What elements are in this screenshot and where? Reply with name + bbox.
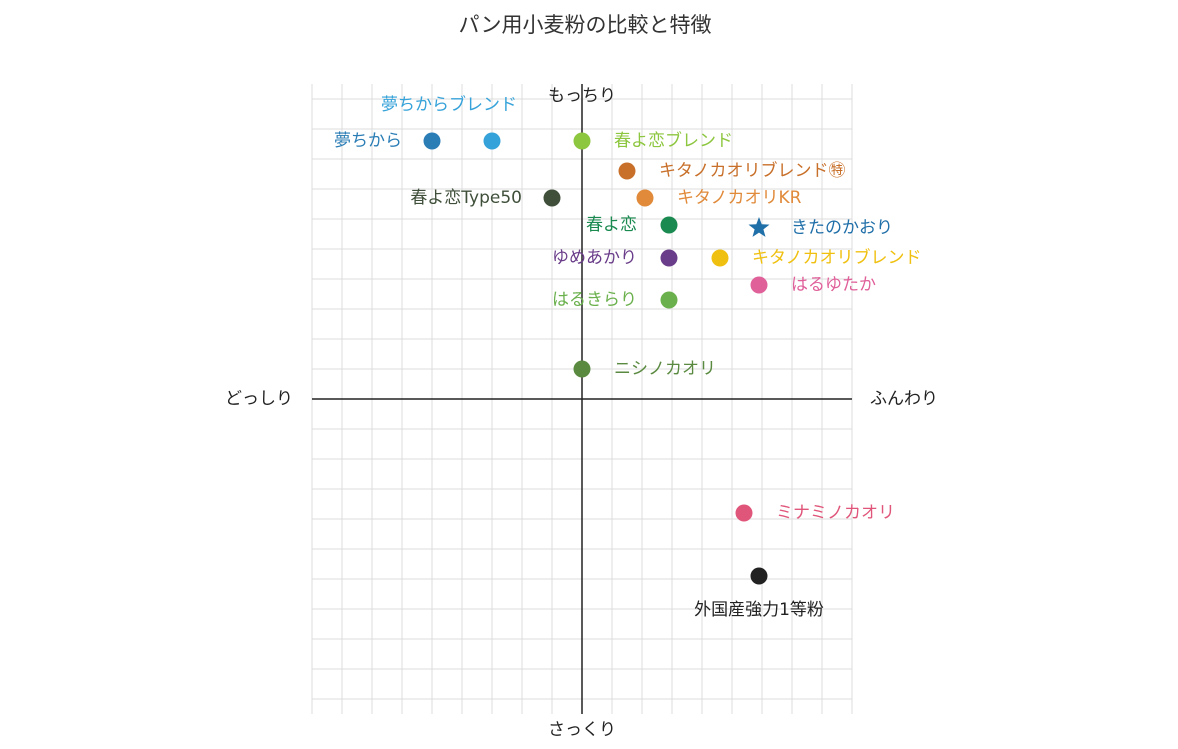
point-label: 外国産強力1等粉 [694, 600, 824, 620]
point-label: 春よ恋 [586, 214, 637, 235]
point [660, 216, 678, 234]
point-label: キタノカオリKR [677, 188, 802, 208]
point-label: 夢ちから [334, 131, 402, 151]
point [750, 276, 768, 294]
point [618, 162, 636, 180]
point [748, 217, 770, 237]
axis-label-right: ふんわり [870, 389, 938, 409]
point-label: キタノカオリブレンド㊕ [659, 160, 846, 181]
point-label: はるきらり [552, 290, 637, 310]
point-label: 春よ恋Type50 [410, 187, 522, 208]
axis-label-bottom: さっくり [548, 720, 616, 740]
point [660, 249, 678, 267]
point-label: きたのかおり [791, 218, 893, 238]
point-label: はるゆたか [791, 275, 876, 295]
point-label: 夢ちからブレンド [381, 94, 517, 115]
point [636, 189, 654, 207]
point [660, 291, 678, 309]
point [423, 132, 441, 150]
point [483, 132, 501, 150]
point-label: ニシノカオリ [614, 359, 716, 379]
point [573, 132, 591, 150]
point-label: 春よ恋ブレンド [614, 130, 733, 151]
point [573, 360, 591, 378]
point-label: キタノカオリブレンド [752, 247, 922, 268]
point [711, 249, 729, 267]
point [543, 189, 561, 207]
point-label: ミナミノカオリ [776, 503, 895, 523]
point [750, 567, 768, 585]
point-label: ゆめあかり [552, 248, 637, 268]
chart-title: パン用小麦粉の比較と特徴 [458, 13, 711, 37]
axis-label-left: どっしり [225, 389, 293, 409]
point [735, 504, 753, 522]
